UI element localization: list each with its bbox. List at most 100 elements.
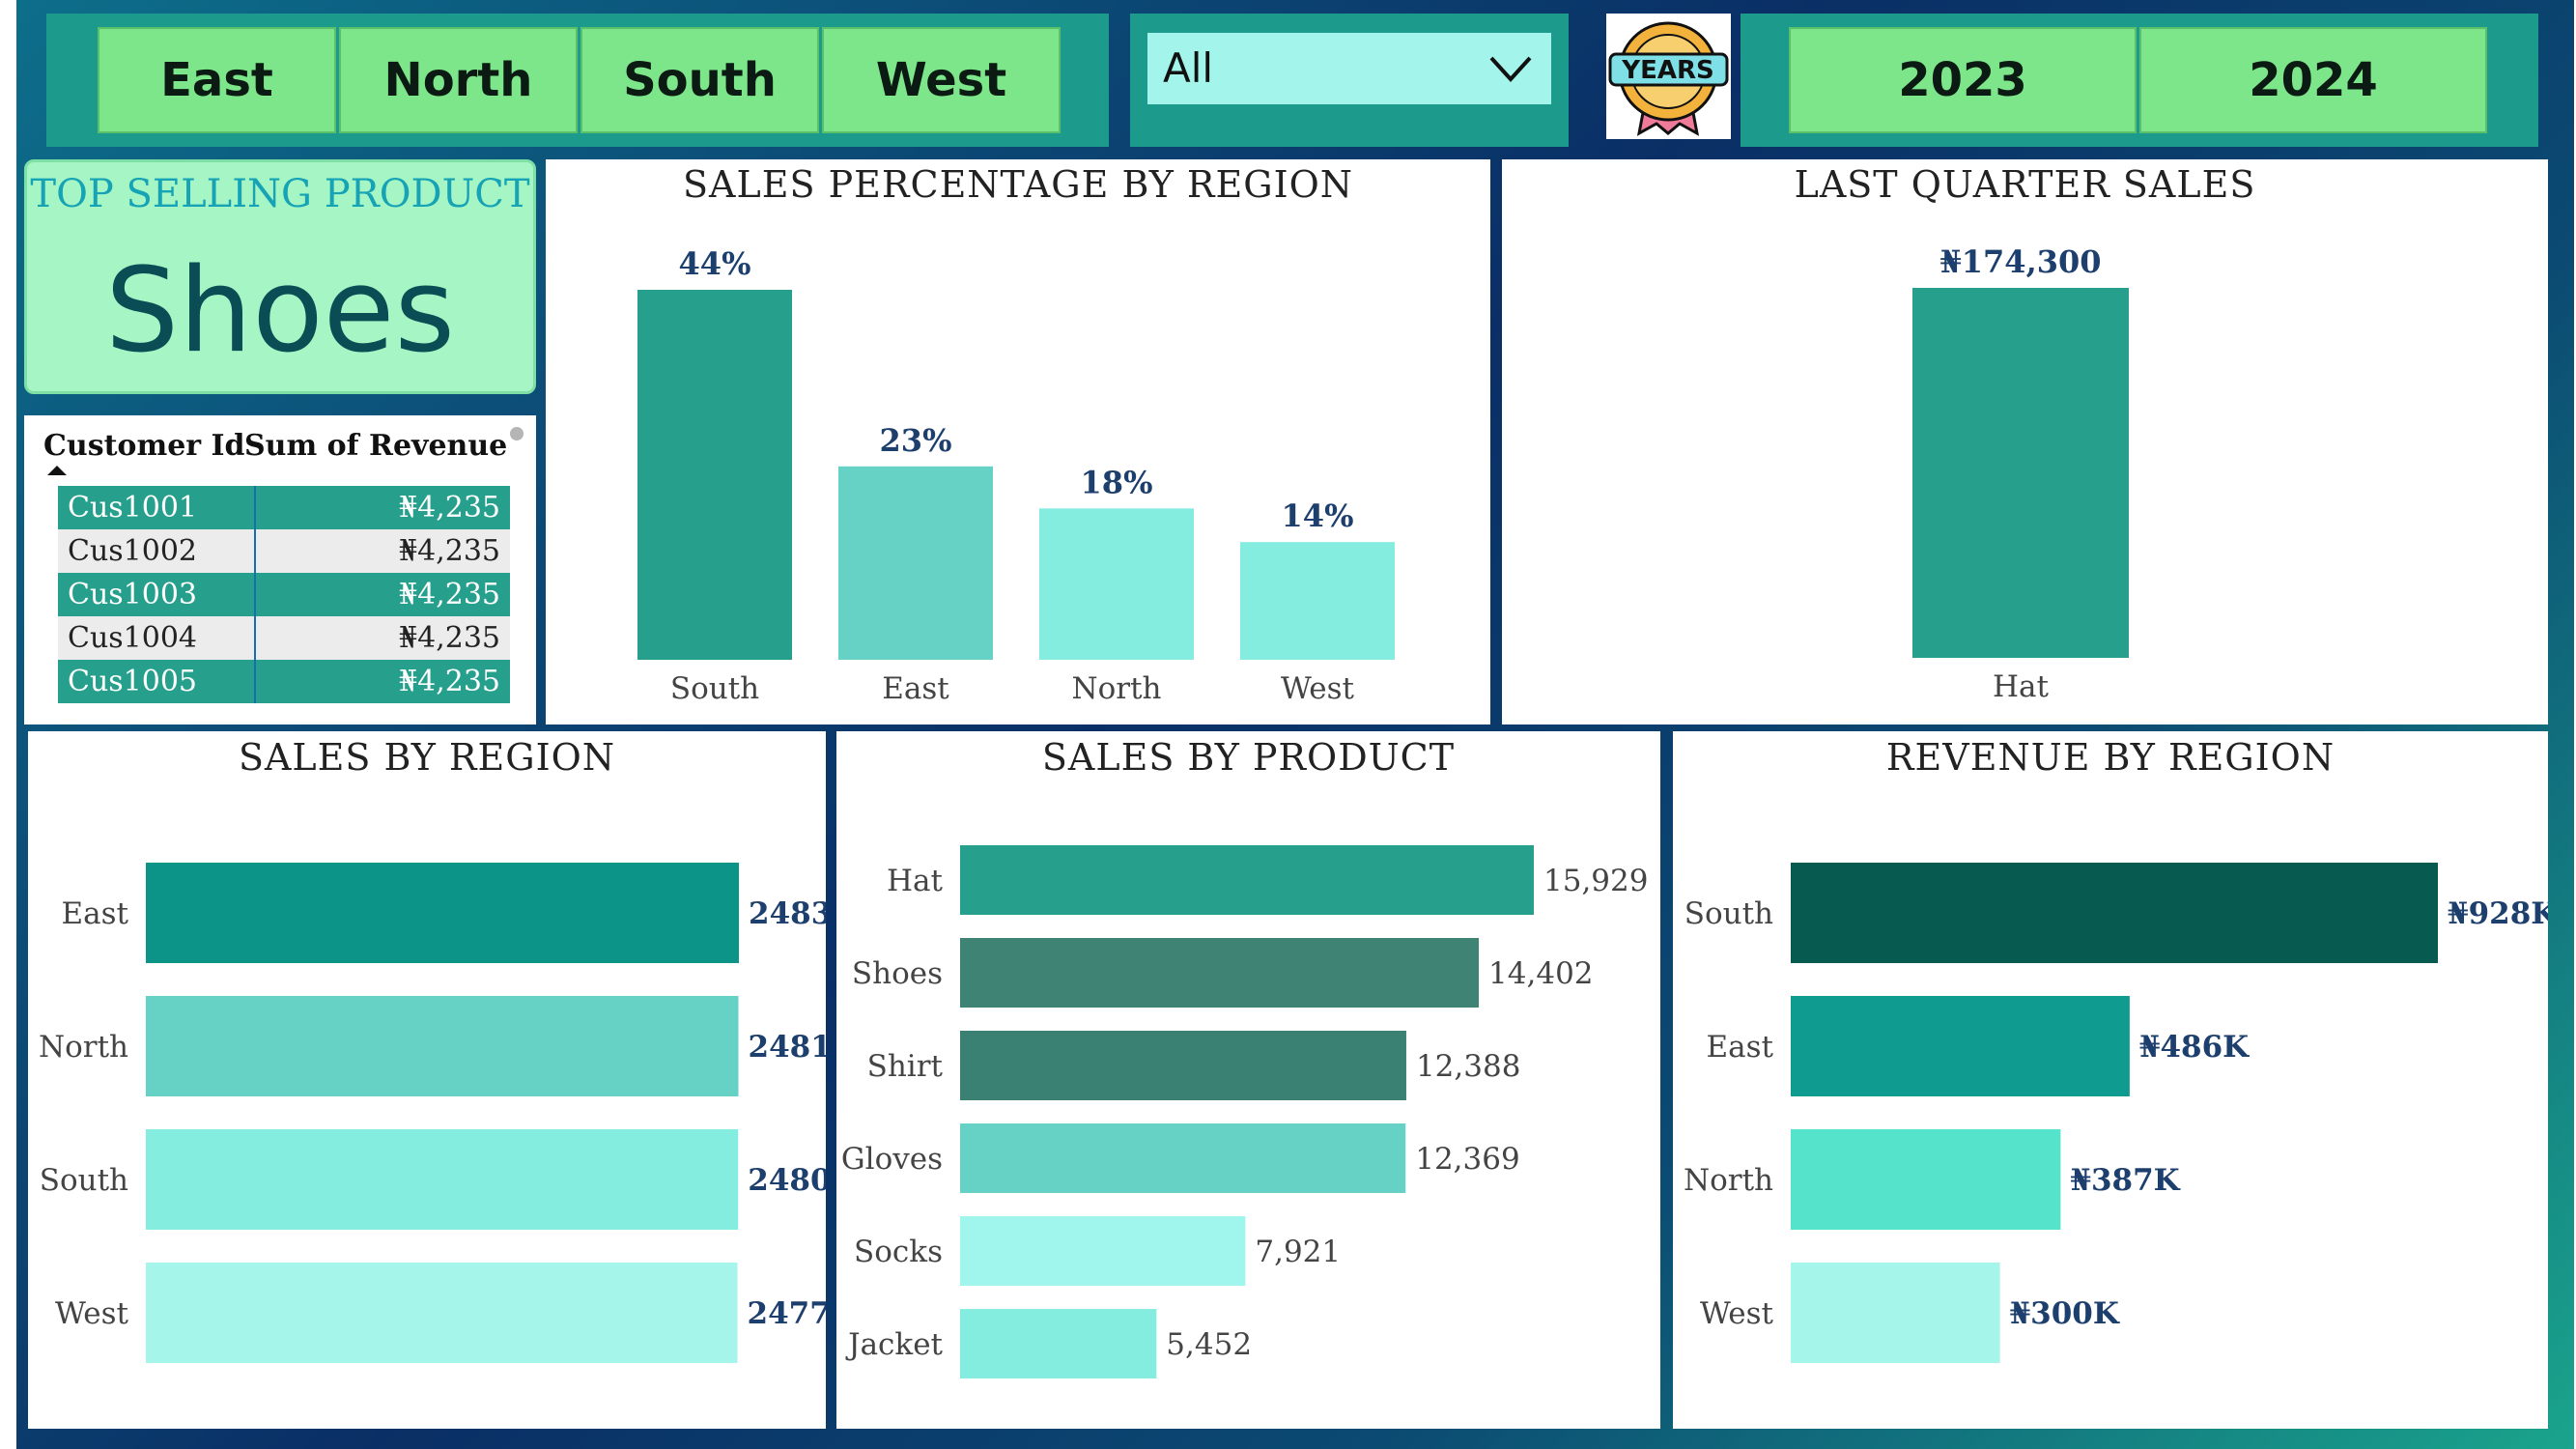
data-label: ₦486K: [2139, 1030, 2250, 1065]
category-label: Socks: [854, 1235, 943, 1269]
category-label: Shoes: [852, 956, 943, 991]
last-quarter-chart-card: LAST QUARTER SALES ₦174,300 Hat: [1502, 159, 2548, 724]
table-header-sum-of-revenue[interactable]: Sum of Revenue: [244, 429, 508, 463]
bar-hat[interactable]: [960, 845, 1534, 915]
product-dropdown[interactable]: All: [1147, 33, 1551, 104]
bar-west[interactable]: [146, 1263, 738, 1363]
category-label: North: [1071, 671, 1161, 706]
bar-socks[interactable]: [960, 1216, 1246, 1286]
customer-id-cell: Cus1004: [58, 616, 256, 660]
category-label: South: [670, 671, 759, 706]
revenue-cell: ₦4,235: [399, 578, 500, 611]
bar-south[interactable]: [1791, 863, 2438, 963]
data-label: ₦300K: [2010, 1296, 2120, 1331]
data-label: 23%: [880, 422, 952, 459]
bar-jacket[interactable]: [960, 1309, 1157, 1378]
category-label: Gloves: [841, 1142, 943, 1177]
bar-north[interactable]: [146, 996, 739, 1096]
revenue-cell: ₦4,235: [399, 665, 500, 698]
data-label: 44%: [679, 245, 751, 282]
revenue-cell: ₦4,235: [399, 491, 500, 525]
top-product-card: TOP SELLING PRODUCT Shoes: [24, 159, 536, 394]
chevron-down-icon: [1489, 56, 1532, 82]
data-label: 2483: [749, 896, 826, 931]
bar-east[interactable]: [838, 466, 993, 660]
bar-east[interactable]: [1791, 996, 2130, 1096]
category-label: South: [1684, 896, 1773, 931]
bar-east[interactable]: [146, 863, 739, 963]
data-label: 14%: [1282, 497, 1354, 534]
revenue-cell: ₦4,235: [399, 534, 500, 568]
customer-id-cell: Cus1001: [58, 486, 256, 529]
category-label: South: [40, 1163, 128, 1198]
bar-north[interactable]: [1791, 1129, 2061, 1230]
data-label: 5,452: [1166, 1327, 1252, 1362]
data-label: 2481: [749, 1030, 826, 1065]
sales-by-region-chart: East 2483 North 2481 South 2480 West 2477: [39, 863, 826, 1363]
years-badge-label: YEARS: [1621, 56, 1713, 85]
customer-revenue-table: Customer Id Sum of Revenue Cus1001 ₦4,23…: [24, 415, 536, 724]
chart-title: SALES BY PRODUCT: [1041, 736, 1456, 779]
table-row[interactable]: Cus1002 ₦4,235: [58, 529, 510, 573]
bar-west[interactable]: [1240, 542, 1395, 660]
bar-south[interactable]: [637, 290, 792, 660]
data-label: 2480: [748, 1163, 826, 1198]
chart-title: LAST QUARTER SALES: [1794, 163, 2256, 206]
category-label: North: [39, 1030, 128, 1065]
data-label: 12,369: [1415, 1142, 1519, 1177]
region-button-east[interactable]: East: [98, 27, 336, 133]
region-button-west[interactable]: West: [822, 27, 1061, 133]
category-label: West: [1281, 671, 1355, 706]
table-row[interactable]: Cus1003 ₦4,235: [58, 573, 510, 616]
revenue-cell: ₦4,235: [399, 621, 500, 655]
top-product-value: Shoes: [105, 244, 455, 379]
sort-ascending-icon: [47, 466, 67, 475]
sales-percentage-chart: 44% South 23% East 18% North 14% West: [637, 245, 1395, 706]
bar-shoes[interactable]: [960, 938, 1480, 1008]
table-header-customer-id[interactable]: Customer Id: [43, 429, 245, 463]
category-label: Shirt: [867, 1049, 944, 1084]
bar-west[interactable]: [1791, 1263, 2000, 1363]
bar-gloves[interactable]: [960, 1123, 1406, 1193]
data-label: 7,921: [1255, 1235, 1341, 1269]
table-row[interactable]: Cus1004 ₦4,235: [58, 616, 510, 660]
sales-by-product-card: SALES BY PRODUCT Hat 15,929 Shoes 14,402 Shi…: [836, 731, 1660, 1429]
category-label: Hat: [887, 864, 944, 898]
data-label: 2477: [748, 1296, 826, 1331]
data-label: 18%: [1081, 464, 1153, 500]
region-button-south[interactable]: South: [580, 27, 819, 133]
category-label: East: [62, 896, 129, 931]
bar-south[interactable]: [146, 1129, 739, 1230]
data-label: 12,388: [1416, 1049, 1520, 1084]
category-label: Jacket: [845, 1327, 943, 1362]
table-row[interactable]: Cus1001 ₦4,235: [58, 486, 510, 529]
product-dropdown-value: All: [1163, 44, 1214, 92]
scrollbar-thumb[interactable]: [510, 427, 524, 440]
category-label: Hat: [1993, 669, 2050, 704]
data-label: ₦928K: [2448, 896, 2548, 931]
table-row[interactable]: Cus1005 ₦4,235: [58, 660, 510, 703]
bar-north[interactable]: [1039, 508, 1194, 660]
region-slicer: East North South West: [46, 14, 1109, 147]
product-dropdown-panel: All: [1130, 14, 1569, 147]
bar-shirt[interactable]: [960, 1031, 1406, 1100]
revenue-by-region-card: REVENUE BY REGION South ₦928K East ₦486K Nor…: [1673, 731, 2548, 1429]
customer-id-cell: Cus1003: [58, 573, 256, 616]
years-logo: YEARS: [1606, 14, 1731, 139]
region-button-north[interactable]: North: [339, 27, 578, 133]
sales-by-product-chart: Hat 15,929 Shoes 14,402 Shirt 12,388 Gloves 12,…: [841, 845, 1648, 1378]
year-button-2023[interactable]: 2023: [1789, 27, 2137, 133]
customer-id-cell: Cus1002: [58, 529, 256, 573]
last-quarter-chart: ₦174,300 Hat: [1912, 243, 2129, 704]
year-slicer: 2023 2024: [1741, 14, 2538, 147]
data-label: 15,929: [1543, 864, 1648, 898]
category-label: East: [1707, 1030, 1774, 1065]
year-button-2024[interactable]: 2024: [2139, 27, 2487, 133]
top-product-heading: TOP SELLING PRODUCT: [30, 172, 530, 216]
category-label: West: [55, 1296, 129, 1331]
bar-hat[interactable]: [1912, 288, 2129, 658]
sales-by-region-card: SALES BY REGION East 2483 North 2481 South 24…: [28, 731, 826, 1429]
chart-title: SALES PERCENTAGE BY REGION: [683, 163, 1353, 206]
category-label: West: [1700, 1296, 1774, 1331]
customer-id-cell: Cus1005: [58, 660, 256, 703]
